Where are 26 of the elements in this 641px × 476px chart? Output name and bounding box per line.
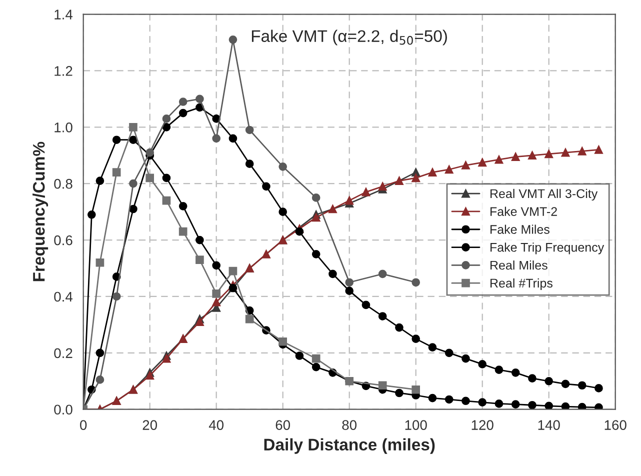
y-tick-label: 0.8: [54, 178, 72, 189]
legend-label: Fake Trip Frequency: [490, 242, 604, 254]
x-tick-label: 40: [208, 420, 224, 430]
x-tick-label: 80: [342, 420, 357, 430]
x-tick-label: 120: [472, 420, 494, 430]
legend-label: Real VMT All 3-City: [490, 188, 598, 201]
y-tick-label: 1.2: [54, 66, 72, 76]
x-tick-label: 160: [604, 420, 626, 430]
legend-label: Fake VMT-2: [490, 206, 557, 216]
legend-label: Real Miles: [490, 260, 548, 270]
x-tick-label: 60: [276, 420, 290, 430]
x-axis-title: Daily Distance (miles): [264, 438, 435, 454]
text: 1.0: [54, 122, 72, 132]
y-tick-label: 0.2: [54, 348, 72, 358]
y-tick-label: 0.6: [54, 235, 72, 246]
legend-label: Real #Trips: [490, 278, 552, 290]
text: 0.0: [54, 404, 72, 415]
y-tick-label: 1.4: [54, 10, 73, 20]
y-axis-title: Frequency/Cum%: [32, 142, 48, 282]
x-tick-label: 100: [405, 420, 427, 430]
y-tick-label: 0.4: [54, 292, 73, 302]
annotation: Fake VMT (α=2.2, d$_{50}$=50): [252, 30, 447, 46]
x-tick-label: 20: [142, 420, 158, 430]
x-tick-label: 0: [80, 420, 87, 430]
legend-label: Fake Miles: [490, 224, 550, 234]
x-tick-label: 140: [538, 420, 560, 430]
